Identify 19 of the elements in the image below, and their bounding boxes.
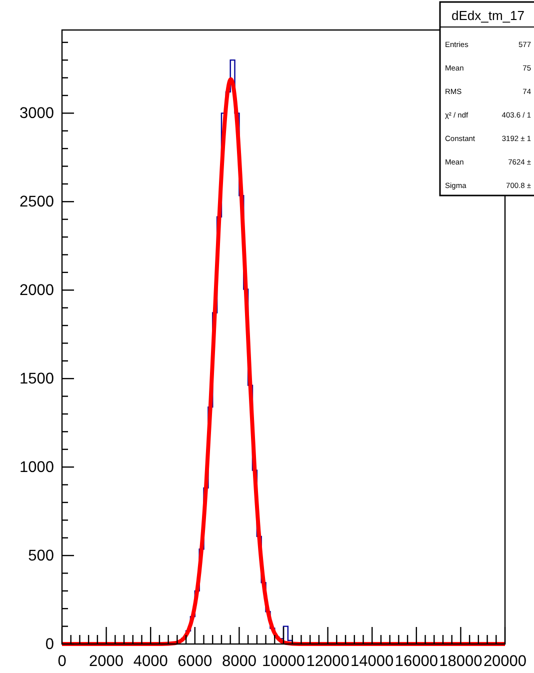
x-tick-label: 0 [58,653,67,670]
x-tick-label: 6000 [178,653,213,670]
y-tick-label: 1500 [20,370,54,388]
x-tick-label: 16000 [394,653,438,670]
y-tick-label: 3000 [20,105,54,122]
legend-title: dEdx_tm_17 [452,8,524,23]
y-tick-label: 1000 [20,459,54,476]
y-tick-label: 2000 [20,282,54,300]
y-tick-label: 500 [28,548,54,565]
x-tick-label: 18000 [439,653,483,670]
x-tick-label: 12000 [306,653,350,670]
x-tick-label: 2000 [89,653,124,670]
y-tick-label: 2500 [20,194,54,211]
x-tick-label: 4000 [133,653,168,670]
x-tick-label: 8000 [222,653,257,670]
x-tick-label: 14000 [350,653,394,670]
x-tick-label: 20000 [483,653,527,670]
y-tick-label: 0 [45,636,54,653]
x-tick-label: 10000 [262,653,306,670]
